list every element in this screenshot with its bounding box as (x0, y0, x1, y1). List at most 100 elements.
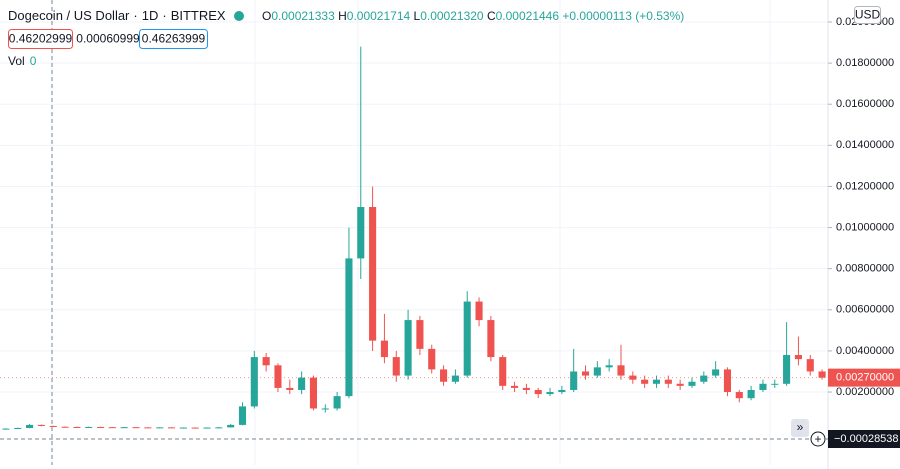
candle-body (735, 392, 743, 399)
y-tick-label: 0.00400000 (836, 345, 894, 357)
crosshair-plus-button[interactable] (810, 431, 826, 447)
y-tick-label: 0.01000000 (836, 221, 894, 233)
scroll-icon[interactable]: » (797, 420, 804, 434)
candle-body (298, 377, 306, 390)
legend-value: 0.00021333 (271, 9, 335, 23)
candle-body (688, 381, 696, 386)
legend-key: H (338, 9, 347, 23)
legend-change: +0.00000113 (+0.53%) (562, 9, 684, 23)
candle-body (250, 357, 258, 407)
crosshair-label: −0.00028538 (834, 433, 899, 445)
candle-body (191, 427, 199, 429)
separator: · (162, 8, 166, 23)
candle-body (475, 301, 483, 321)
legend-value: 0.00021446 (496, 9, 560, 23)
legend-value: 0.00021320 (420, 9, 484, 23)
candle-body (712, 369, 720, 376)
candle-body (664, 379, 672, 384)
sell-price[interactable]: 0.46202999 (9, 32, 73, 46)
candle-body (570, 371, 578, 390)
header: Dogecoin / US Dollar · 1D · BITTREX (8, 8, 226, 23)
buy-price[interactable]: 0.46263999 (142, 32, 206, 46)
candle-body (369, 207, 377, 341)
candle-body (61, 426, 69, 428)
candle-body (156, 427, 164, 429)
candles (2, 46, 826, 430)
symbol-title: Dogecoin / US Dollar (8, 8, 130, 23)
y-tick-label: 0.00600000 (836, 304, 894, 316)
candle-body (321, 408, 329, 410)
candle-body (617, 365, 625, 376)
grid (0, 0, 828, 465)
candle-body (203, 427, 211, 429)
last-price-badge (828, 368, 900, 387)
candle-body (108, 427, 116, 429)
candle-body (546, 392, 554, 395)
candle-body (676, 383, 684, 386)
candle-body (132, 427, 140, 429)
crosshair-badge (828, 430, 900, 449)
interval: 1D (142, 8, 159, 23)
candle-body (463, 301, 471, 376)
legend-value: 0.00021714 (347, 9, 411, 23)
candle-body (227, 424, 235, 428)
candle-body (440, 369, 448, 382)
sell-button[interactable] (8, 29, 73, 49)
candle-body (85, 426, 93, 428)
currency-badge[interactable] (854, 6, 881, 24)
volume-value: 0 (30, 54, 37, 68)
y-tick-label: 0.00800000 (836, 263, 894, 275)
candle-body (345, 258, 353, 397)
legend-key: C (487, 9, 496, 23)
candle-body (794, 355, 802, 360)
volume-label: Vol (8, 54, 25, 68)
candle-body (262, 357, 270, 366)
candle-body (179, 427, 187, 429)
candle-body (37, 424, 45, 426)
candle-body (759, 383, 767, 390)
buy-button[interactable] (139, 29, 208, 49)
candle-body (652, 379, 661, 384)
volume-legend: Vol 0 (8, 54, 37, 68)
candle-body (771, 383, 779, 385)
candle-body (144, 427, 152, 429)
candle-body (818, 371, 826, 378)
candle-body (581, 371, 590, 376)
y-tick-label: 0.01400000 (836, 139, 894, 151)
y-tick-label: 0.01600000 (836, 98, 894, 110)
candle-body (499, 357, 507, 386)
candle-body (167, 427, 176, 429)
exchange: BITTREX (171, 8, 226, 23)
y-tick-label: 0.01800000 (836, 57, 894, 69)
candle-body (309, 377, 318, 409)
candle-body (700, 375, 708, 382)
crosshair-plus-icon[interactable]: + (814, 432, 821, 446)
candle-body (510, 385, 519, 388)
legend-key: O (262, 9, 271, 23)
y-tick-label: 0.00200000 (836, 386, 894, 398)
candle-body (487, 320, 495, 358)
candle-body (49, 425, 57, 427)
candle-body (392, 357, 400, 376)
scroll-button[interactable] (791, 419, 809, 437)
candle-body (522, 387, 530, 390)
currency[interactable]: USD (855, 8, 881, 22)
candle-body (14, 427, 22, 429)
candle-body (286, 387, 294, 390)
candle-body (428, 348, 436, 370)
candle-body (357, 207, 365, 259)
candle-body (404, 320, 412, 376)
candle-body (806, 359, 814, 372)
separator: · (133, 8, 137, 23)
candle-body (274, 365, 282, 388)
candle-body (451, 375, 459, 382)
candle-body (120, 427, 128, 429)
market-status[interactable] (234, 11, 244, 21)
last-price-label: 0.00270000 (836, 372, 894, 384)
candle-body (26, 424, 34, 428)
candle-body (593, 367, 601, 376)
legend-key: L (414, 9, 421, 23)
